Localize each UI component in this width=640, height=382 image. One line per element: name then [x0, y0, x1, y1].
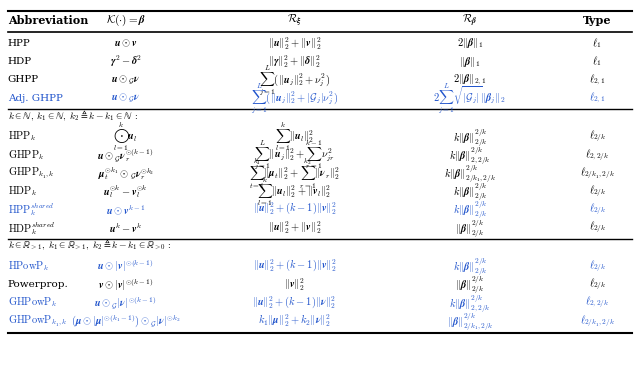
Text: $\ell_{2,2/k}$: $\ell_{2,2/k}$: [585, 295, 609, 311]
Text: GHPP: GHPP: [8, 75, 39, 84]
Text: $\sum_{t=1}^{k_1}\|\boldsymbol{\mu}_t\|_2^2 + \sum_{r=1}^{k_2}\|\boldsymbol{\nu}: $\sum_{t=1}^{k_1}\|\boldsymbol{\mu}_t\|_…: [249, 155, 340, 191]
Text: Adj. GHPP: Adj. GHPP: [8, 94, 63, 102]
Text: $\ell_{2/k}$: $\ell_{2/k}$: [589, 258, 606, 274]
Text: $\boldsymbol{u} \odot_{\mathcal{G}} \boldsymbol{\nu}$: $\boldsymbol{u} \odot_{\mathcal{G}} \bol…: [111, 91, 140, 105]
Text: $\|\boldsymbol{u}\|_2^2 + (k-1)\|\boldsymbol{v}\|_2^2$: $\|\boldsymbol{u}\|_2^2 + (k-1)\|\boldsy…: [253, 258, 337, 274]
Text: $\|\boldsymbol{\beta}\|_{2/k}^{2/k}$: $\|\boldsymbol{\beta}\|_{2/k}^{2/k}$: [455, 217, 484, 238]
Text: $\|\boldsymbol{v}\|_2^2$: $\|\boldsymbol{v}\|_2^2$: [284, 276, 305, 293]
Text: $\|\boldsymbol{u}\|_2^2 + \|\boldsymbol{v}\|_2^2$: $\|\boldsymbol{u}\|_2^2 + \|\boldsymbol{…: [268, 219, 321, 236]
Text: $\ell_{2/k}$: $\ell_{2/k}$: [589, 129, 606, 144]
Text: $\mathcal{R}_{\boldsymbol{\xi}}$: $\mathcal{R}_{\boldsymbol{\xi}}$: [287, 13, 302, 29]
Text: $\sum_{l=1}^{k}\|\boldsymbol{u}_l\|_2^2 + \|\boldsymbol{v}_l\|_2^2$: $\sum_{l=1}^{k}\|\boldsymbol{u}_l\|_2^2 …: [257, 174, 332, 208]
Text: $2\|\boldsymbol{\beta}\|_1$: $2\|\boldsymbol{\beta}\|_1$: [456, 36, 483, 50]
Text: $k\|\boldsymbol{\beta}\|_{2/k}^{2/k}$: $k\|\boldsymbol{\beta}\|_{2/k}^{2/k}$: [452, 255, 487, 277]
Text: $\ell_{2/k}$: $\ell_{2/k}$: [589, 277, 606, 292]
Text: $\ell_1$: $\ell_1$: [593, 37, 602, 50]
Text: $\|\boldsymbol{\beta}\|_{2/k}^{2/k}$: $\|\boldsymbol{\beta}\|_{2/k}^{2/k}$: [455, 274, 484, 295]
Text: $\text{GHPowP}_{k_1,k}$: $\text{GHPowP}_{k_1,k}$: [8, 314, 67, 328]
Text: $\|\boldsymbol{u}\|_2^2 + (k-1)\|\boldsymbol{\nu}\|_2^2$: $\|\boldsymbol{u}\|_2^2 + (k-1)\|\boldsy…: [252, 295, 337, 311]
Text: $\boldsymbol{u} \odot_{\mathcal{G}} \boldsymbol{\nu}$: $\boldsymbol{u} \odot_{\mathcal{G}} \bol…: [111, 73, 140, 87]
Text: $2\sum_{j=1}^{L}\sqrt{|\mathcal{G}_j|}\|\boldsymbol{\beta}_j\|_2$: $2\sum_{j=1}^{L}\sqrt{|\mathcal{G}_j|}\|…: [433, 81, 506, 115]
Text: HDP: HDP: [8, 57, 32, 66]
Text: $\boldsymbol{u}^k - \boldsymbol{v}^k$: $\boldsymbol{u}^k - \boldsymbol{v}^k$: [109, 220, 142, 235]
Text: $\mathcal{R}_{\boldsymbol{\beta}}$: $\mathcal{R}_{\boldsymbol{\beta}}$: [462, 13, 477, 29]
Text: $\text{HDP}_k^{shared}$: $\text{HDP}_k^{shared}$: [8, 219, 55, 236]
Text: Abbreviation: Abbreviation: [8, 15, 88, 26]
Text: $\|\boldsymbol{\beta}\|_1$: $\|\boldsymbol{\beta}\|_1$: [459, 55, 481, 69]
Text: $\boldsymbol{u} \odot |\boldsymbol{v}|^{\odot(k-1)}$: $\boldsymbol{u} \odot |\boldsymbol{v}|^{…: [97, 258, 154, 274]
Text: $k\|\boldsymbol{\beta}\|_{2/k}^{2/k}$: $k\|\boldsymbol{\beta}\|_{2/k}^{2/k}$: [452, 126, 487, 147]
Text: $\text{HPowP}_k$: $\text{HPowP}_k$: [8, 259, 49, 273]
Text: $\mathcal{K}(\cdot) = \boldsymbol{\beta}$: $\mathcal{K}(\cdot) = \boldsymbol{\beta}…: [106, 13, 146, 28]
Text: $\boldsymbol{u} \odot_{\mathcal{G}} |\boldsymbol{\nu}|^{\odot(k-1)}$: $\boldsymbol{u} \odot_{\mathcal{G}} |\bo…: [95, 294, 157, 311]
Text: $\boldsymbol{u} \odot \boldsymbol{v}$: $\boldsymbol{u} \odot \boldsymbol{v}$: [114, 38, 138, 49]
Text: HPP: HPP: [8, 39, 31, 48]
Text: $\|\boldsymbol{u}\|_2^2 + \|\boldsymbol{v}\|_2^2$: $\|\boldsymbol{u}\|_2^2 + \|\boldsymbol{…: [268, 35, 321, 52]
Text: $\text{GHPowP}_k$: $\text{GHPowP}_k$: [8, 296, 57, 309]
Text: $\|\boldsymbol{u}\|_2^2 + (k-1)\|\boldsymbol{v}\|_2^2$: $\|\boldsymbol{u}\|_2^2 + (k-1)\|\boldsy…: [253, 201, 337, 217]
Text: $k \in \mathbb{R}_{>1},\; k_1 \in \mathbb{R}_{>1},\; k_2 \triangleq k - k_1 \in : $k \in \mathbb{R}_{>1},\; k_1 \in \mathb…: [8, 238, 172, 252]
Text: $\text{GHPP}_{k_1,k}$: $\text{GHPP}_{k_1,k}$: [8, 166, 54, 180]
Text: $\ell_{2,1}$: $\ell_{2,1}$: [589, 73, 605, 87]
Text: $\sum_{l=1}^{k} \|\boldsymbol{u}_l\|_2^2$: $\sum_{l=1}^{k} \|\boldsymbol{u}_l\|_2^2…: [275, 120, 314, 154]
Text: $\text{HPP}_k^{shared}$: $\text{HPP}_k^{shared}$: [8, 201, 54, 219]
Text: $k\|\boldsymbol{\beta}\|_{2,2/k}^{2/k}$: $k\|\boldsymbol{\beta}\|_{2,2/k}^{2/k}$: [449, 144, 490, 166]
Text: $(\boldsymbol{\mu} \odot |\boldsymbol{\mu}|^{\odot(k_1-1)}) \odot_{\mathcal{G}} : $(\boldsymbol{\mu} \odot |\boldsymbol{\m…: [71, 312, 180, 329]
Text: $\boldsymbol{u}_l^{\odot k} - \boldsymbol{v}_l^{\odot k}$: $\boldsymbol{u}_l^{\odot k} - \boldsymbo…: [104, 182, 148, 200]
Text: $\ell_{2,1}$: $\ell_{2,1}$: [589, 91, 605, 105]
Text: $\boldsymbol{v} \odot |\boldsymbol{v}|^{\odot(k-1)}$: $\boldsymbol{v} \odot |\boldsymbol{v}|^{…: [98, 276, 154, 293]
Text: $k_1\|\boldsymbol{\mu}\|_2^2 + k_2\|\boldsymbol{\nu}\|_2^2$: $k_1\|\boldsymbol{\mu}\|_2^2 + k_2\|\bol…: [258, 312, 331, 329]
Text: $\sum_{j=1}^{L}(\|\boldsymbol{u}_j\|_2^2 + |\mathcal{G}_j|\nu_j^2)$: $\sum_{j=1}^{L}(\|\boldsymbol{u}_j\|_2^2…: [251, 81, 338, 115]
Text: $\ell_{2/k}$: $\ell_{2/k}$: [589, 202, 606, 217]
Text: $\boldsymbol{u} \odot \boldsymbol{v}^{k-1}$: $\boldsymbol{u} \odot \boldsymbol{v}^{k-…: [106, 202, 145, 217]
Text: $\ell_{2/k}$: $\ell_{2/k}$: [589, 220, 606, 235]
Text: $\text{GHPP}_k$: $\text{GHPP}_k$: [8, 148, 44, 162]
Text: $\boldsymbol{u} \odot_{\mathcal{G}} \boldsymbol{\nu}_r^{\odot(k-1)}$: $\boldsymbol{u} \odot_{\mathcal{G}} \bol…: [97, 146, 154, 164]
Text: $\|\boldsymbol{\gamma}\|_2^2 + \|\boldsymbol{\delta}\|_2^2$: $\|\boldsymbol{\gamma}\|_2^2 + \|\boldsy…: [268, 53, 321, 70]
Text: $\boldsymbol{\mu}_t^{\odot k_1} \odot_{\mathcal{G}} \boldsymbol{\nu}_r^{\odot k_: $\boldsymbol{\mu}_t^{\odot k_1} \odot_{\…: [97, 164, 154, 182]
Text: $\ell_{2,2/k}$: $\ell_{2,2/k}$: [585, 147, 609, 163]
Text: $\bigodot_{l=1}^{k} \boldsymbol{u}_l$: $\bigodot_{l=1}^{k} \boldsymbol{u}_l$: [113, 120, 138, 154]
Text: $k\|\boldsymbol{\beta}\|_{2,2/k}^{2/k}$: $k\|\boldsymbol{\beta}\|_{2,2/k}^{2/k}$: [449, 291, 490, 314]
Text: $\ell_1$: $\ell_1$: [593, 55, 602, 68]
Text: $k\|\boldsymbol{\beta}\|_{2/k}^{2/k}$: $k\|\boldsymbol{\beta}\|_{2/k}^{2/k}$: [452, 198, 487, 220]
Text: $\|\boldsymbol{\beta}\|_{2/k_1,2/k}^{2/k}$: $\|\boldsymbol{\beta}\|_{2/k_1,2/k}^{2/k…: [447, 310, 493, 332]
Text: $k \in \mathbb{N},\; k_1 \in \mathbb{N},\; k_2 \triangleq k - k_1 \in \mathbb{N}: $k \in \mathbb{N},\; k_1 \in \mathbb{N},…: [8, 108, 138, 123]
Text: $\text{HPP}_k$: $\text{HPP}_k$: [8, 130, 36, 144]
Text: $\ell_{2/k_1,2/k}$: $\ell_{2/k_1,2/k}$: [580, 165, 614, 181]
Text: $k\|\boldsymbol{\beta}\|_{2/k_1,2/k}^{2/k}$: $k\|\boldsymbol{\beta}\|_{2/k_1,2/k}^{2/…: [444, 162, 496, 184]
Text: $2\|\boldsymbol{\beta}\|_{2,1}$: $2\|\boldsymbol{\beta}\|_{2,1}$: [453, 73, 486, 87]
Text: $\ell_{2/k}$: $\ell_{2/k}$: [589, 183, 606, 199]
Text: $\sum_{j=1}^{L}(\|\boldsymbol{u}_j\|_2^2 + \nu_j^2)$: $\sum_{j=1}^{L}(\|\boldsymbol{u}_j\|_2^2…: [259, 63, 330, 97]
Text: $\sum_{j=1}^{L}\|\boldsymbol{u}_j\|_2^2 + \sum_{r=1}^{k-1}\nu_{jr}^2$: $\sum_{j=1}^{L}\|\boldsymbol{u}_j\|_2^2 …: [254, 138, 335, 172]
Text: Powerprop.: Powerprop.: [8, 280, 68, 289]
Text: Type: Type: [583, 15, 611, 26]
Text: $\boldsymbol{\gamma}^2 - \boldsymbol{\delta}^2$: $\boldsymbol{\gamma}^2 - \boldsymbol{\de…: [109, 54, 141, 70]
Text: $\text{HDP}_k$: $\text{HDP}_k$: [8, 184, 36, 198]
Text: $k\|\boldsymbol{\beta}\|_{2/k}^{2/k}$: $k\|\boldsymbol{\beta}\|_{2/k}^{2/k}$: [452, 180, 487, 202]
Text: $\ell_{2/k_1,2/k}$: $\ell_{2/k_1,2/k}$: [580, 313, 614, 329]
